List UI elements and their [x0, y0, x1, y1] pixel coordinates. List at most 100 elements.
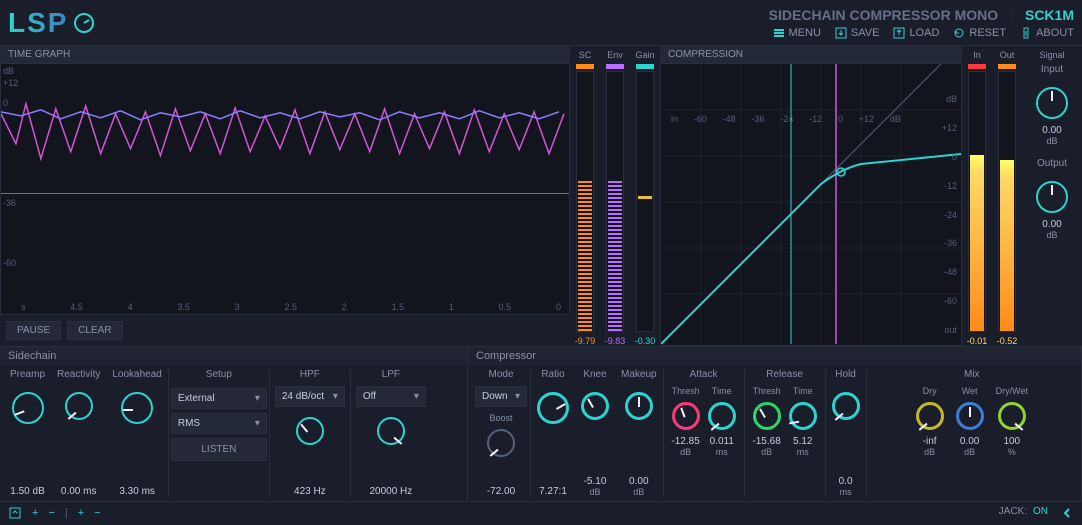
bottom-panels: Sidechain Preamp 1.50 dB Reactivity 0.00… — [0, 346, 1082, 501]
plugin-code: SCK1M — [1025, 7, 1074, 23]
hold-col: Hold 0.0 ms — [826, 369, 866, 497]
gain-led — [636, 64, 654, 69]
release-time-knob[interactable] — [789, 402, 817, 430]
compression-section: COMPRESSION in-60-48-36-24-120+12dB dB+1… — [660, 46, 962, 346]
footer: + − | + − JACK: ON — [0, 501, 1082, 523]
lpf-freq-knob[interactable] — [377, 417, 405, 445]
hpf-col: HPF 24 dB/oct 423 Hz — [270, 369, 350, 497]
logo: LSP — [8, 7, 96, 39]
mode-select[interactable]: RMS — [171, 413, 267, 434]
in-led — [968, 64, 986, 69]
hold-knob[interactable] — [832, 392, 860, 420]
makeup-col: Makeup 0.00 dB — [615, 369, 663, 497]
hpf-slope-select[interactable]: 24 dB/oct — [275, 386, 345, 407]
pause-button[interactable]: PAUSE — [6, 321, 61, 340]
output-knob[interactable] — [1036, 181, 1068, 213]
knee-knob[interactable] — [581, 392, 609, 420]
clear-button[interactable]: CLEAR — [67, 321, 122, 340]
load-button[interactable]: LOAD — [893, 27, 939, 39]
release-col: Release Thresh -15.68 dB Time 5.12 ms — [745, 369, 825, 497]
main-area: TIME GRAPH dB +12 0 -36 -60 s 4.543.532.… — [0, 46, 1082, 346]
lpf-col: LPF Off 20000 Hz — [351, 369, 431, 497]
preamp-knob[interactable] — [12, 392, 44, 424]
mode-col: Mode Down Boost -72.00 — [472, 369, 530, 497]
mix-col: Mix Dry -inf dB Wet 0.00 dB — [867, 369, 1077, 497]
input-block: Input 0.00 dB — [1036, 64, 1068, 146]
env-meter-bar — [606, 71, 624, 332]
menu-icon — [773, 27, 785, 39]
compressor-panel: Compressor Mode Down Boost -72.00 Ratio … — [468, 347, 1082, 501]
release-thresh-knob[interactable] — [753, 402, 781, 430]
env-meter: Env -9.83 — [600, 46, 630, 346]
footer-plus-2[interactable]: + — [78, 507, 84, 519]
sc-meters: SC -9.79 Env -9.83 Gain -0.30 — [570, 46, 660, 346]
env-led — [606, 64, 624, 69]
footer-minus-2[interactable]: − — [94, 507, 100, 519]
time-graph-section: TIME GRAPH dB +12 0 -36 -60 s 4.543.532.… — [0, 46, 570, 346]
about-icon — [1020, 27, 1032, 39]
reactivity-col: Reactivity 0.00 ms — [51, 369, 106, 497]
gain-meter-bar — [636, 71, 654, 332]
out-meter: Out -0.52 — [992, 46, 1022, 346]
sidechain-header: Sidechain — [0, 347, 467, 365]
reactivity-knob[interactable] — [65, 392, 93, 420]
compression-y-axis: dB+120-12-24-36-48-60out — [942, 94, 957, 335]
about-button[interactable]: ABOUT — [1020, 27, 1074, 39]
compression-graph[interactable]: in-60-48-36-24-120+12dB dB+120-12-24-36-… — [660, 63, 962, 346]
sc-led — [576, 64, 594, 69]
time-graph-header: TIME GRAPH — [0, 46, 570, 63]
out-meter-bar — [998, 71, 1016, 332]
wet-knob[interactable] — [956, 402, 984, 430]
menu-button[interactable]: MENU — [773, 27, 821, 39]
time-graph-x-axis: s 4.543.532.521.510.50 — [21, 302, 561, 312]
footer-minus-1[interactable]: − — [48, 507, 54, 519]
boost-knob[interactable] — [487, 429, 515, 457]
compression-x-axis: in-60-48-36-24-120+12dB — [671, 114, 901, 124]
output-block: Output 0.00 dB — [1036, 158, 1068, 240]
attack-col: Attack Thresh -12.85 dB Time 0.011 ms — [664, 369, 744, 497]
ratio-col: Ratio 7.27:1 — [531, 369, 575, 497]
hpf-freq-knob[interactable] — [296, 417, 324, 445]
load-icon — [893, 27, 905, 39]
jack-status: ON — [1033, 506, 1048, 520]
save-icon — [835, 27, 847, 39]
footer-plus-1[interactable]: + — [32, 507, 38, 519]
source-select[interactable]: External — [171, 388, 267, 409]
header-right: SIDECHAIN COMPRESSOR MONO | SCK1M MENU S… — [769, 7, 1074, 39]
in-meter: In -0.01 — [962, 46, 992, 346]
signal-section: Signal Input 0.00 dB Output 0.00 dB — [1022, 46, 1082, 346]
io-meters: In -0.01 Out -0.52 — [962, 46, 1022, 346]
compression-header: COMPRESSION — [660, 46, 962, 63]
plugin-title: SIDECHAIN COMPRESSOR MONO — [769, 7, 998, 23]
logo-gauge-icon — [72, 11, 96, 35]
attack-time-knob[interactable] — [708, 402, 736, 430]
makeup-knob[interactable] — [625, 392, 653, 420]
dry-knob[interactable] — [916, 402, 944, 430]
attack-thresh-knob[interactable] — [672, 402, 700, 430]
footer-export-icon[interactable] — [8, 506, 22, 520]
preamp-col: Preamp 1.50 dB — [4, 369, 51, 497]
header: LSP SIDECHAIN COMPRESSOR MONO | SCK1M ME… — [0, 0, 1082, 46]
lookahead-knob[interactable] — [121, 392, 153, 424]
logo-text: LSP — [8, 7, 68, 39]
setup-col: Setup External RMS LISTEN — [169, 369, 269, 497]
lpf-slope-select[interactable]: Off — [356, 386, 426, 407]
knee-col: Knee -5.10 dB — [575, 369, 615, 497]
sidechain-panel: Sidechain Preamp 1.50 dB Reactivity 0.00… — [0, 347, 468, 501]
sc-meter-bar — [576, 71, 594, 332]
comp-mode-select[interactable]: Down — [475, 386, 527, 407]
reset-icon — [953, 27, 965, 39]
ratio-knob[interactable] — [537, 392, 569, 424]
compressor-header: Compressor — [468, 347, 1081, 365]
listen-button[interactable]: LISTEN — [171, 438, 267, 461]
sc-meter: SC -9.79 — [570, 46, 600, 346]
time-graph[interactable]: dB +12 0 -36 -60 s 4.543.532.521.510.50 — [0, 63, 570, 315]
reset-button[interactable]: RESET — [953, 27, 1006, 39]
input-knob[interactable] — [1036, 87, 1068, 119]
jack-label: JACK: — [999, 506, 1027, 520]
drywet-knob[interactable] — [998, 402, 1026, 430]
gain-meter: Gain -0.30 — [630, 46, 660, 346]
lookahead-col: Lookahead 3.30 ms — [106, 369, 168, 497]
back-icon[interactable] — [1060, 506, 1074, 520]
save-button[interactable]: SAVE — [835, 27, 880, 39]
